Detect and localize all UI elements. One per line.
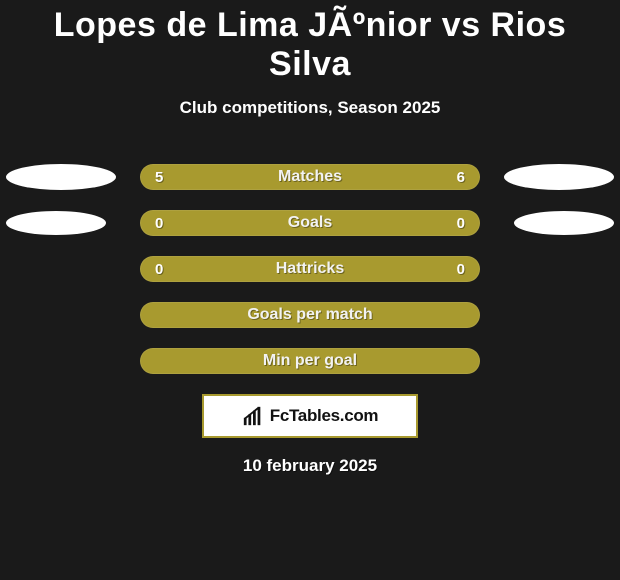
stat-value-right: 0 bbox=[457, 211, 465, 235]
stat-bar: 56Matches bbox=[140, 164, 480, 190]
comparison-card: Lopes de Lima JÃºnior vs Rios Silva Club… bbox=[0, 0, 620, 476]
stat-label: Goals per match bbox=[141, 303, 479, 327]
stat-label: Min per goal bbox=[141, 349, 479, 373]
brand-logo-icon bbox=[242, 405, 264, 427]
stat-value-right: 6 bbox=[457, 165, 465, 189]
stat-row: 56Matches bbox=[0, 154, 620, 200]
ellipse-left bbox=[6, 211, 106, 235]
stat-label: Goals bbox=[141, 211, 479, 235]
page-title: Lopes de Lima JÃºnior vs Rios Silva bbox=[0, 6, 620, 84]
stat-value-left: 5 bbox=[155, 165, 163, 189]
stat-value-left: 0 bbox=[155, 211, 163, 235]
stat-row: Min per goal bbox=[0, 338, 620, 384]
stat-value-left: 0 bbox=[155, 257, 163, 281]
ellipse-left bbox=[6, 164, 116, 190]
brand-text: FcTables.com bbox=[270, 406, 379, 426]
stat-bar-fill-left bbox=[141, 165, 295, 189]
stat-rows: 56Matches00Goals00HattricksGoals per mat… bbox=[0, 154, 620, 384]
stat-bar-fill-right bbox=[295, 165, 479, 189]
stat-bar: Min per goal bbox=[140, 348, 480, 374]
ellipse-right bbox=[504, 164, 614, 190]
stat-row: 0 0Goals bbox=[0, 200, 620, 246]
brand-box[interactable]: FcTables.com bbox=[202, 394, 418, 438]
stat-bar: Goals per match bbox=[140, 302, 480, 328]
stat-label: Hattricks bbox=[141, 257, 479, 281]
stat-row: Goals per match bbox=[0, 292, 620, 338]
stat-value-right: 0 bbox=[457, 257, 465, 281]
subtitle: Club competitions, Season 2025 bbox=[0, 98, 620, 118]
date-label: 10 february 2025 bbox=[0, 456, 620, 476]
stat-bar: 0 0Hattricks bbox=[140, 256, 480, 282]
ellipse-right bbox=[514, 211, 614, 235]
stat-bar: 0 0Goals bbox=[140, 210, 480, 236]
stat-row: 0 0Hattricks bbox=[0, 246, 620, 292]
